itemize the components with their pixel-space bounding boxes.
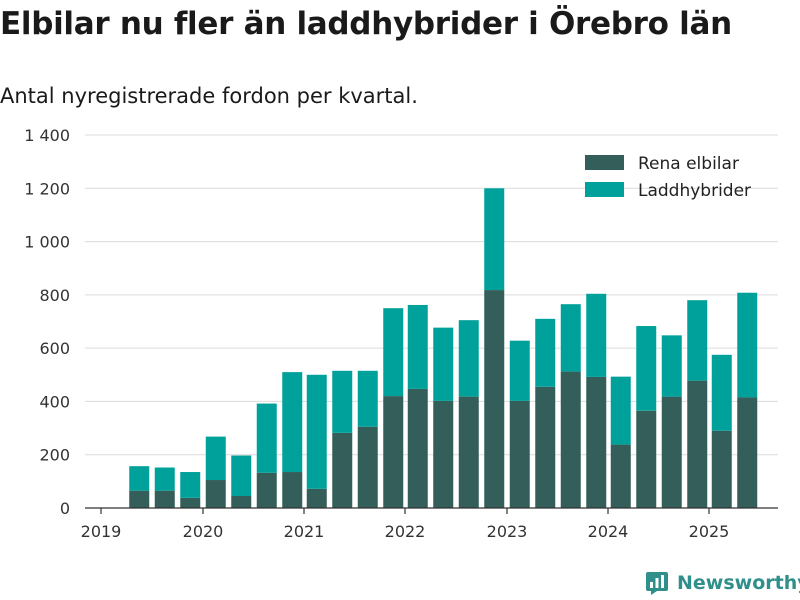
bar-laddhybrider bbox=[256, 403, 277, 473]
bar-laddhybrider bbox=[306, 374, 327, 489]
x-tick-label: 2019 bbox=[81, 522, 122, 541]
bar-rena-elbilar bbox=[205, 480, 226, 508]
chart-title: Elbilar nu fler än laddhybrider i Örebro… bbox=[0, 6, 732, 42]
x-tick-label: 2025 bbox=[689, 522, 730, 541]
bar-rena-elbilar bbox=[282, 472, 303, 508]
x-tick-label: 2022 bbox=[385, 522, 426, 541]
bar-rena-elbilar bbox=[687, 380, 708, 508]
y-tick-label: 1 200 bbox=[24, 179, 70, 198]
bar-laddhybrider bbox=[180, 472, 201, 498]
bar-laddhybrider bbox=[205, 436, 226, 481]
legend: Rena elbilar Laddhybrider bbox=[585, 154, 751, 201]
bar-laddhybrider bbox=[484, 188, 505, 291]
x-axis: 2019 2020 2021 2022 2023 2024 2025 bbox=[81, 507, 778, 541]
bar-laddhybrider bbox=[661, 335, 682, 397]
x-tick-label: 2023 bbox=[487, 522, 528, 541]
bar-rena-elbilar bbox=[560, 371, 581, 508]
newsworthy-logo-icon bbox=[646, 572, 668, 595]
bar-rena-elbilar bbox=[484, 290, 505, 508]
bar-rena-elbilar bbox=[407, 388, 428, 508]
bar-rena-elbilar bbox=[180, 497, 201, 508]
bar-laddhybrider bbox=[154, 467, 175, 491]
bar-laddhybrider bbox=[433, 327, 454, 401]
bar-rena-elbilar bbox=[231, 496, 252, 508]
y-tick-label: 400 bbox=[39, 392, 70, 411]
bar-rena-elbilar bbox=[433, 400, 454, 508]
bar-rena-elbilar bbox=[586, 376, 607, 508]
bar-rena-elbilar bbox=[711, 430, 732, 508]
x-tick-label: 2020 bbox=[183, 522, 224, 541]
bar-rena-elbilar bbox=[256, 472, 277, 508]
legend-swatch bbox=[585, 182, 624, 197]
bar-rena-elbilar bbox=[661, 396, 682, 508]
y-tick-label: 600 bbox=[39, 339, 70, 358]
bar-laddhybrider bbox=[737, 292, 758, 398]
x-tick-label: 2024 bbox=[588, 522, 629, 541]
legend-label: Rena elbilar bbox=[638, 154, 739, 174]
bar-rena-elbilar bbox=[332, 432, 353, 508]
brand-name: Newsworthy bbox=[677, 572, 800, 594]
bar-laddhybrider bbox=[509, 340, 530, 401]
bar-laddhybrider bbox=[458, 320, 479, 397]
chart-subtitle: Antal nyregistrerade fordon per kvartal. bbox=[0, 84, 418, 108]
bar-laddhybrider bbox=[357, 370, 378, 427]
bar-laddhybrider bbox=[231, 455, 252, 497]
bar-rena-elbilar bbox=[306, 488, 327, 508]
bar-laddhybrider bbox=[129, 466, 150, 491]
bar-rena-elbilar bbox=[458, 396, 479, 508]
y-tick-label: 800 bbox=[39, 286, 70, 305]
bar-rena-elbilar bbox=[636, 410, 657, 508]
bar-rena-elbilar bbox=[154, 490, 175, 508]
bar-laddhybrider bbox=[711, 354, 732, 431]
bar-laddhybrider bbox=[636, 326, 657, 411]
bar-rena-elbilar bbox=[129, 490, 150, 508]
bar-rena-elbilar bbox=[383, 396, 404, 508]
bar-laddhybrider bbox=[282, 372, 303, 473]
x-tick-label: 2021 bbox=[284, 522, 325, 541]
brand: Newsworthy bbox=[645, 570, 800, 596]
bar-laddhybrider bbox=[535, 318, 556, 387]
bar-laddhybrider bbox=[407, 304, 428, 389]
bar-laddhybrider bbox=[383, 308, 404, 397]
y-tick-label: 1 400 bbox=[24, 126, 70, 145]
bar-laddhybrider bbox=[560, 304, 581, 372]
legend-label: Laddhybrider bbox=[638, 181, 751, 201]
bars bbox=[129, 188, 758, 508]
y-axis: 0 200 400 600 800 1 000 1 200 1 400 bbox=[24, 126, 70, 518]
bar-laddhybrider bbox=[586, 293, 607, 377]
bar-laddhybrider bbox=[332, 370, 353, 433]
legend-swatch bbox=[585, 155, 624, 170]
bar-rena-elbilar bbox=[509, 400, 530, 508]
y-tick-label: 0 bbox=[60, 499, 70, 518]
bar-rena-elbilar bbox=[610, 444, 631, 508]
bar-rena-elbilar bbox=[535, 386, 556, 508]
bar-laddhybrider bbox=[610, 376, 631, 445]
y-tick-label: 1 000 bbox=[24, 233, 70, 252]
y-tick-label: 200 bbox=[39, 446, 70, 465]
bar-rena-elbilar bbox=[737, 397, 758, 508]
bar-laddhybrider bbox=[687, 300, 708, 381]
bar-rena-elbilar bbox=[357, 426, 378, 508]
